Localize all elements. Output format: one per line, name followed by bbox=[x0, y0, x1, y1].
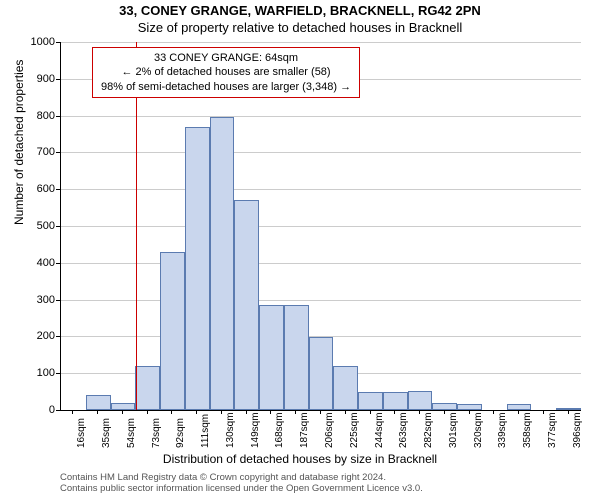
x-tick-mark bbox=[320, 410, 321, 414]
x-tick-label: 92sqm bbox=[175, 418, 186, 448]
x-tick-label: 73sqm bbox=[151, 418, 162, 448]
info-box: 33 CONEY GRANGE: 64sqm ← 2% of detached … bbox=[92, 47, 360, 98]
x-tick-label: 339sqm bbox=[497, 412, 508, 448]
histogram-bar bbox=[309, 337, 334, 410]
histogram-bar bbox=[556, 408, 581, 410]
x-tick-mark bbox=[97, 410, 98, 414]
x-tick-label: 396sqm bbox=[572, 412, 583, 448]
x-tick-mark bbox=[493, 410, 494, 414]
x-tick-label: 225sqm bbox=[349, 412, 360, 448]
histogram-bar bbox=[234, 200, 259, 410]
y-tick-label: 200 bbox=[15, 330, 55, 342]
info-line-1: 33 CONEY GRANGE: 64sqm bbox=[101, 51, 351, 65]
x-tick-label: 111sqm bbox=[200, 414, 211, 448]
y-tick-mark bbox=[56, 189, 60, 190]
grid-line bbox=[61, 42, 581, 43]
info-line-2: ← 2% of detached houses are smaller (58) bbox=[101, 65, 351, 79]
x-tick-mark bbox=[295, 410, 296, 414]
x-tick-mark bbox=[444, 410, 445, 414]
grid-line bbox=[61, 263, 581, 264]
grid-line bbox=[61, 226, 581, 227]
x-tick-mark bbox=[394, 410, 395, 414]
x-tick-label: 16sqm bbox=[76, 418, 87, 448]
x-tick-label: 187sqm bbox=[299, 412, 310, 448]
grid-line bbox=[61, 300, 581, 301]
histogram-bar bbox=[383, 392, 408, 410]
y-tick-label: 100 bbox=[15, 367, 55, 379]
x-tick-label: 206sqm bbox=[324, 412, 335, 448]
x-tick-mark bbox=[221, 410, 222, 414]
x-tick-label: 301sqm bbox=[448, 412, 459, 448]
x-tick-mark bbox=[171, 410, 172, 414]
histogram-bar bbox=[284, 305, 309, 410]
info-line-3: 98% of semi-detached houses are larger (… bbox=[101, 80, 351, 94]
x-tick-mark bbox=[370, 410, 371, 414]
histogram-bar bbox=[210, 117, 235, 410]
y-tick-mark bbox=[56, 152, 60, 153]
x-tick-mark bbox=[419, 410, 420, 414]
x-tick-label: 358sqm bbox=[522, 412, 533, 448]
chart-title-sub: Size of property relative to detached ho… bbox=[0, 20, 600, 35]
x-tick-label: 263sqm bbox=[398, 412, 409, 448]
x-tick-label: 377sqm bbox=[547, 412, 558, 448]
y-tick-label: 900 bbox=[15, 73, 55, 85]
x-tick-label: 168sqm bbox=[274, 412, 285, 448]
histogram-bar bbox=[185, 127, 210, 410]
histogram-bar bbox=[358, 392, 383, 410]
grid-line bbox=[61, 189, 581, 190]
histogram-bar bbox=[160, 252, 185, 410]
x-tick-mark bbox=[469, 410, 470, 414]
x-tick-label: 244sqm bbox=[374, 412, 385, 448]
histogram-bar bbox=[457, 404, 482, 410]
histogram-bar bbox=[135, 366, 160, 410]
x-tick-mark bbox=[246, 410, 247, 414]
x-tick-mark bbox=[270, 410, 271, 414]
y-tick-mark bbox=[56, 373, 60, 374]
histogram-bar bbox=[408, 391, 433, 410]
y-tick-label: 800 bbox=[15, 110, 55, 122]
x-tick-label: 320sqm bbox=[473, 412, 484, 448]
footer: Contains HM Land Registry data © Crown c… bbox=[60, 472, 423, 495]
y-tick-mark bbox=[56, 336, 60, 337]
y-tick-label: 500 bbox=[15, 220, 55, 232]
y-tick-label: 0 bbox=[15, 404, 55, 416]
y-tick-mark bbox=[56, 226, 60, 227]
y-tick-mark bbox=[56, 410, 60, 411]
y-tick-mark bbox=[56, 79, 60, 80]
footer-line-1: Contains HM Land Registry data © Crown c… bbox=[60, 472, 423, 483]
x-tick-label: 149sqm bbox=[250, 412, 261, 448]
x-tick-label: 35sqm bbox=[101, 418, 112, 448]
y-tick-label: 300 bbox=[15, 294, 55, 306]
grid-line bbox=[61, 152, 581, 153]
x-tick-label: 282sqm bbox=[423, 412, 434, 448]
y-tick-label: 600 bbox=[15, 183, 55, 195]
chart-title-main: 33, CONEY GRANGE, WARFIELD, BRACKNELL, R… bbox=[0, 3, 600, 18]
x-tick-label: 54sqm bbox=[126, 418, 137, 448]
grid-line bbox=[61, 116, 581, 117]
x-tick-mark bbox=[122, 410, 123, 414]
y-tick-label: 700 bbox=[15, 146, 55, 158]
y-tick-mark bbox=[56, 116, 60, 117]
x-tick-mark bbox=[196, 410, 197, 414]
y-tick-label: 400 bbox=[15, 257, 55, 269]
histogram-bar bbox=[111, 403, 136, 410]
x-tick-mark bbox=[568, 410, 569, 414]
x-tick-mark bbox=[543, 410, 544, 414]
y-tick-mark bbox=[56, 300, 60, 301]
histogram-bar bbox=[86, 395, 111, 410]
x-tick-mark bbox=[345, 410, 346, 414]
y-tick-mark bbox=[56, 263, 60, 264]
y-tick-mark bbox=[56, 42, 60, 43]
x-axis-label: Distribution of detached houses by size … bbox=[0, 452, 600, 466]
chart-container: 33, CONEY GRANGE, WARFIELD, BRACKNELL, R… bbox=[0, 0, 600, 500]
histogram-bar bbox=[333, 366, 358, 410]
y-tick-label: 1000 bbox=[15, 36, 55, 48]
histogram-bar bbox=[259, 305, 284, 410]
x-tick-label: 130sqm bbox=[225, 412, 236, 448]
x-tick-mark bbox=[72, 410, 73, 414]
footer-line-2: Contains public sector information licen… bbox=[60, 483, 423, 494]
histogram-bar bbox=[432, 403, 457, 410]
x-tick-mark bbox=[147, 410, 148, 414]
x-tick-mark bbox=[518, 410, 519, 414]
